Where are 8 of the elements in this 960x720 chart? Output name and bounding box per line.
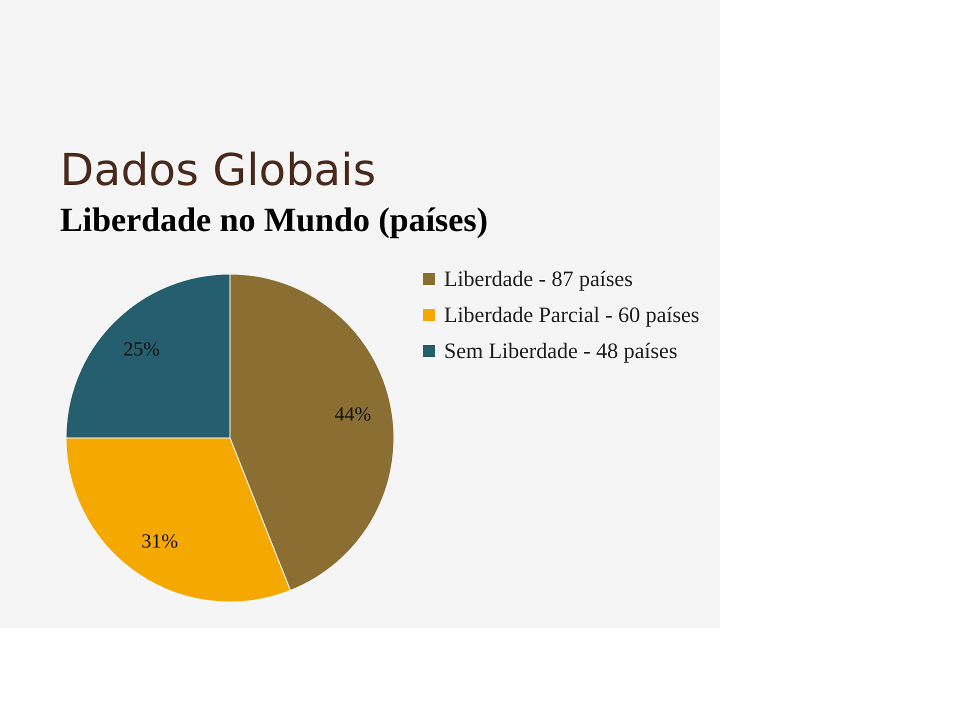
chart-subtitle: Liberdade no Mundo (países) bbox=[60, 202, 488, 239]
data-label: 25% bbox=[123, 338, 160, 361]
data-label: 44% bbox=[334, 404, 372, 426]
legend-label: Liberdade Parcial - 60 países bbox=[444, 302, 700, 327]
data-label: 31% bbox=[141, 530, 178, 552]
legend-label: Liberdade - 87 países bbox=[444, 266, 633, 291]
chart-title: Dados Globais bbox=[60, 145, 376, 196]
legend-label: Sem Liberdade - 48 países bbox=[444, 338, 678, 363]
